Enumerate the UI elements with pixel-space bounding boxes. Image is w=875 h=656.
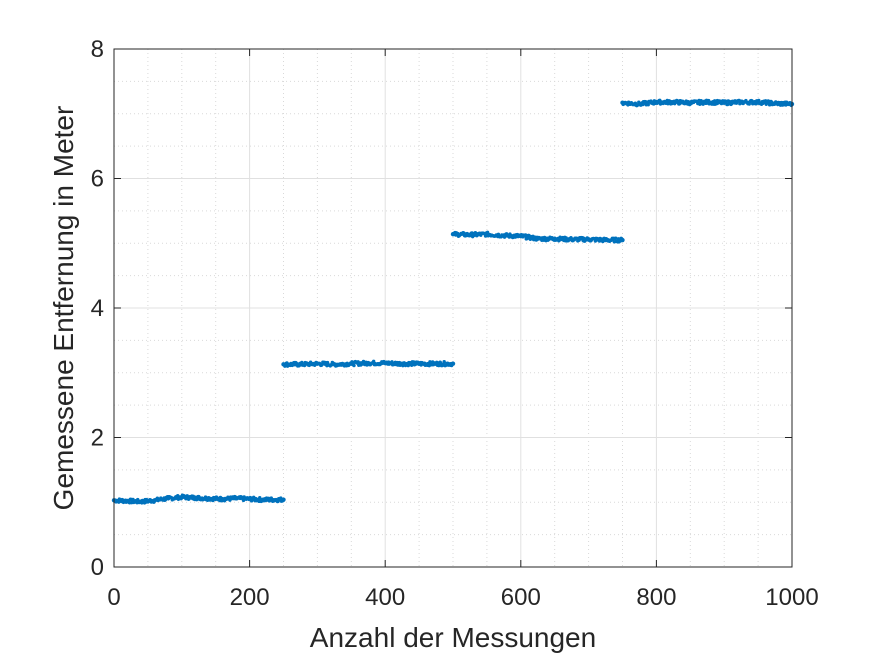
minor-grid: [114, 49, 792, 567]
y-tick-label: 6: [91, 166, 104, 193]
data-point-jitter: [614, 236, 618, 240]
x-tick-label: 0: [107, 584, 120, 611]
x-tick-label: 1000: [765, 584, 818, 611]
y-tick-label: 2: [91, 425, 104, 452]
x-tick-label: 800: [636, 584, 676, 611]
data-point-jitter: [767, 103, 772, 107]
data-point-jitter: [646, 103, 650, 107]
data-point-jitter: [409, 363, 414, 368]
data-point-jitter: [437, 363, 441, 368]
data-point-jitter: [435, 360, 439, 365]
x-axis-title: Anzahl der Messungen: [310, 622, 596, 653]
data-point: [620, 237, 625, 243]
axis-ticks: [113, 48, 793, 568]
y-tick-label: 8: [91, 36, 104, 63]
data-point-jitter: [706, 98, 711, 103]
x-tick-label: 400: [365, 584, 405, 611]
data-point-jitter: [203, 495, 208, 499]
y-tick-label: 4: [91, 295, 104, 322]
data-point-jitter: [442, 360, 446, 364]
data-point-jitter: [677, 102, 682, 106]
data-point-jitter: [352, 363, 356, 368]
x-tick-label: 600: [501, 584, 541, 611]
x-tick-label: 200: [230, 584, 270, 611]
y-tick-label: 0: [91, 554, 104, 581]
y-axis-title: Gemessene Entfernung in Meter: [48, 106, 79, 511]
data-point-jitter: [757, 98, 761, 103]
data-point: [281, 497, 286, 502]
data-points: [111, 98, 795, 505]
y-tick-labels: 0 2 4 6 8: [91, 36, 104, 581]
data-point: [450, 361, 456, 366]
x-tick-labels: 0 200 400 600 800 1000: [107, 584, 818, 611]
